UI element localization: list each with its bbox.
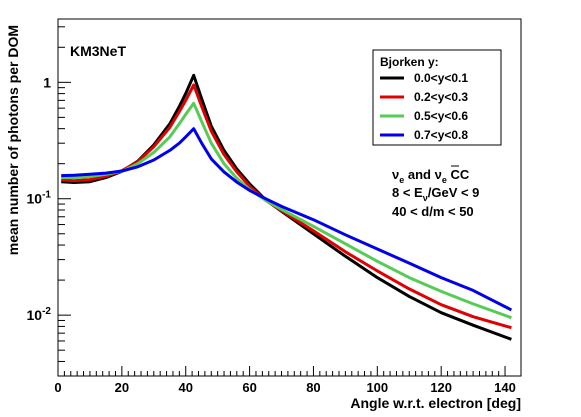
- x-axis: 0 20 40 60 80 100 120 140: [54, 366, 516, 395]
- y-tick-base: 10: [27, 191, 43, 207]
- annotation-line-3: 40 < d/m < 50: [392, 204, 474, 219]
- legend-title: Bjorken y:: [380, 55, 439, 69]
- legend: Bjorken y: 0.0<y<0.10.2<y<0.30.5<y<0.60.…: [372, 49, 502, 146]
- x-tick-label: 80: [306, 380, 320, 395]
- y-axis: 110-110-2: [27, 26, 71, 377]
- y-axis-label: mean number of photons per DOM: [5, 25, 21, 255]
- annotation-nu-2: ν: [435, 167, 442, 182]
- annotation-energy-sub: ν: [423, 193, 428, 203]
- series-layer: [61, 73, 513, 341]
- x-tick-label: 100: [366, 380, 388, 395]
- annotation-line-1: νe and νe CC: [392, 167, 470, 185]
- x-tick-label: 0: [54, 380, 61, 395]
- series-line-4: [61, 127, 513, 312]
- y-tick-exponent: -2: [42, 306, 51, 317]
- y-tick-base: 1: [43, 74, 51, 90]
- x-tick-label: 60: [242, 380, 256, 395]
- x-tick-label: 40: [178, 380, 192, 395]
- annotation: νe and νe CC 8 < Eν/GeV < 9 40 < d/m < 5…: [392, 165, 479, 219]
- legend-label: 0.0<y<0.1: [414, 71, 468, 85]
- x-tick-label: 20: [115, 380, 129, 395]
- y-tick-exponent: -1: [42, 190, 51, 201]
- plot-frame: [57, 18, 522, 377]
- experiment-label: KM3NeT: [70, 43, 126, 59]
- x-tick-label: 140: [494, 380, 516, 395]
- legend-label: 0.2<y<0.3: [414, 90, 468, 104]
- annotation-sub-2: e: [442, 175, 447, 185]
- annotation-line-2: 8 < Eν/GeV < 9: [392, 185, 479, 203]
- annotation-energy-post: /GeV < 9: [428, 185, 480, 200]
- annotation-energy-pre: 8 < E: [392, 185, 423, 200]
- y-tick-base: 10: [27, 307, 43, 323]
- legend-entries: 0.0<y<0.1 0.2<y<0.3 0.5<y<0.6 0.7<y<0.8: [380, 71, 468, 142]
- annotation-tail: CC: [447, 167, 470, 182]
- y-tick-label: 10-2: [27, 306, 52, 323]
- legend-label: 0.5<y<0.6: [414, 109, 468, 123]
- annotation-mid: and: [404, 167, 434, 182]
- legend-label: 0.7<y<0.8: [414, 128, 468, 142]
- x-axis-label: Angle w.r.t. electron [deg]: [350, 395, 521, 411]
- x-tick-label: 120: [430, 380, 452, 395]
- annotation-sub-1: e: [399, 175, 404, 185]
- y-tick-label: 1: [43, 74, 51, 90]
- annotation-nu-1: ν: [392, 167, 399, 182]
- y-tick-label: 10-1: [27, 190, 52, 207]
